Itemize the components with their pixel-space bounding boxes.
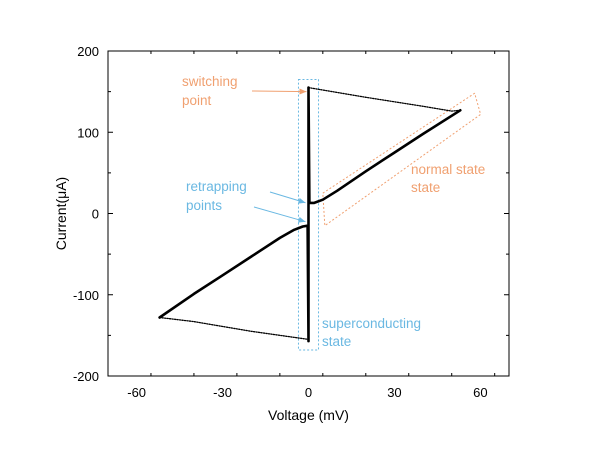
retrapping-points-label-line2: points bbox=[186, 198, 222, 213]
axis-ticks: -60 -30 0 30 60 -200 -100 0 100 200 bbox=[73, 44, 509, 400]
y-axis-label: Current(μA) bbox=[53, 177, 69, 250]
annotation-superconducting-state: superconducting state bbox=[322, 316, 421, 349]
superconducting-state-label-line2: state bbox=[322, 334, 351, 349]
y-tick-label: -100 bbox=[73, 288, 99, 303]
superconducting-region bbox=[297, 78, 320, 351]
switching-point-arrow bbox=[251, 88, 307, 95]
annotation-normal-state: normal state state bbox=[411, 162, 485, 195]
x-axis-label: Voltage (mV) bbox=[268, 407, 349, 423]
x-tick-label: 30 bbox=[387, 385, 401, 400]
series-2-line bbox=[158, 316, 310, 341]
x-tick-label: 60 bbox=[473, 385, 487, 400]
retrapping-arrow-lower bbox=[253, 206, 306, 223]
y-tick-label: 100 bbox=[77, 125, 99, 140]
normal-state-region bbox=[322, 92, 482, 227]
normal-state-label-line2: state bbox=[411, 180, 440, 195]
highlight-regions bbox=[297, 78, 482, 351]
y-tick-label: 200 bbox=[77, 44, 99, 59]
superconducting-state-label-line1: superconducting bbox=[322, 316, 421, 331]
y-tick-label: 0 bbox=[92, 207, 99, 222]
annotation-retrapping-points: retrapping points bbox=[186, 179, 306, 223]
switching-point-label-line1: switching bbox=[182, 74, 238, 89]
data-series bbox=[158, 86, 462, 343]
retrapping-arrow-upper bbox=[269, 191, 306, 204]
retrapping-points-label-line1: retrapping bbox=[186, 179, 247, 194]
series-0-line bbox=[158, 86, 462, 343]
series-1-line bbox=[307, 86, 461, 112]
x-tick-label: -30 bbox=[213, 385, 232, 400]
x-tick-label: 0 bbox=[305, 385, 312, 400]
x-tick-label: -60 bbox=[127, 385, 146, 400]
annotation-switching-point: switching point bbox=[182, 74, 307, 108]
normal-state-label-line1: normal state bbox=[411, 162, 485, 177]
switching-point-label-line2: point bbox=[182, 93, 212, 108]
y-tick-label: -200 bbox=[73, 369, 99, 384]
